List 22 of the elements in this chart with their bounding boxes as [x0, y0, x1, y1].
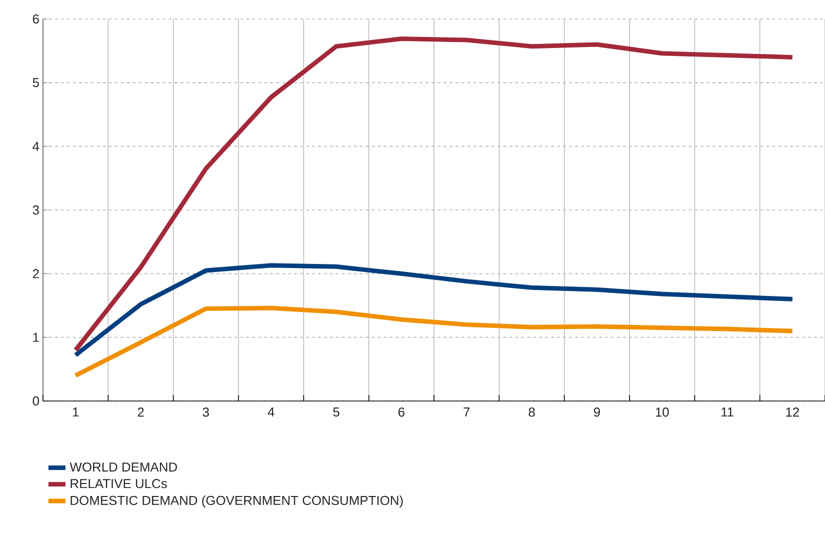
x-tick-label: 10 — [656, 408, 669, 417]
x-tick-label: 1 — [72, 408, 79, 416]
x-tick-label: 3 — [202, 408, 209, 417]
y-tick-label: 1 — [33, 332, 39, 342]
y-tick-label: 5 — [32, 78, 39, 88]
legend-label: DOMESTIC DEMAND (GOVERNMENT CONSUMPTION) — [70, 496, 403, 508]
y-tick-label: 0 — [32, 396, 39, 406]
y-tick-label: 4 — [32, 142, 40, 151]
x-tick-label: 4 — [268, 408, 274, 416]
x-tick-label: 12 — [786, 408, 799, 417]
x-tick-label: 7 — [464, 408, 470, 416]
x-tick-label: 11 — [722, 408, 734, 416]
x-tick-label: 6 — [398, 408, 404, 417]
y-tick-label: 3 — [32, 205, 39, 215]
legend-label: WORLD DEMAND — [70, 462, 177, 472]
legend-label: RELATIVE ULCs — [70, 479, 167, 488]
y-tick-label: 2 — [32, 269, 39, 278]
x-tick-label: 5 — [333, 408, 340, 417]
y-tick-label: 6 — [32, 14, 39, 24]
x-tick-label: 2 — [138, 408, 144, 417]
x-tick-label: 9 — [594, 408, 600, 417]
x-tick-label: 8 — [528, 408, 535, 417]
